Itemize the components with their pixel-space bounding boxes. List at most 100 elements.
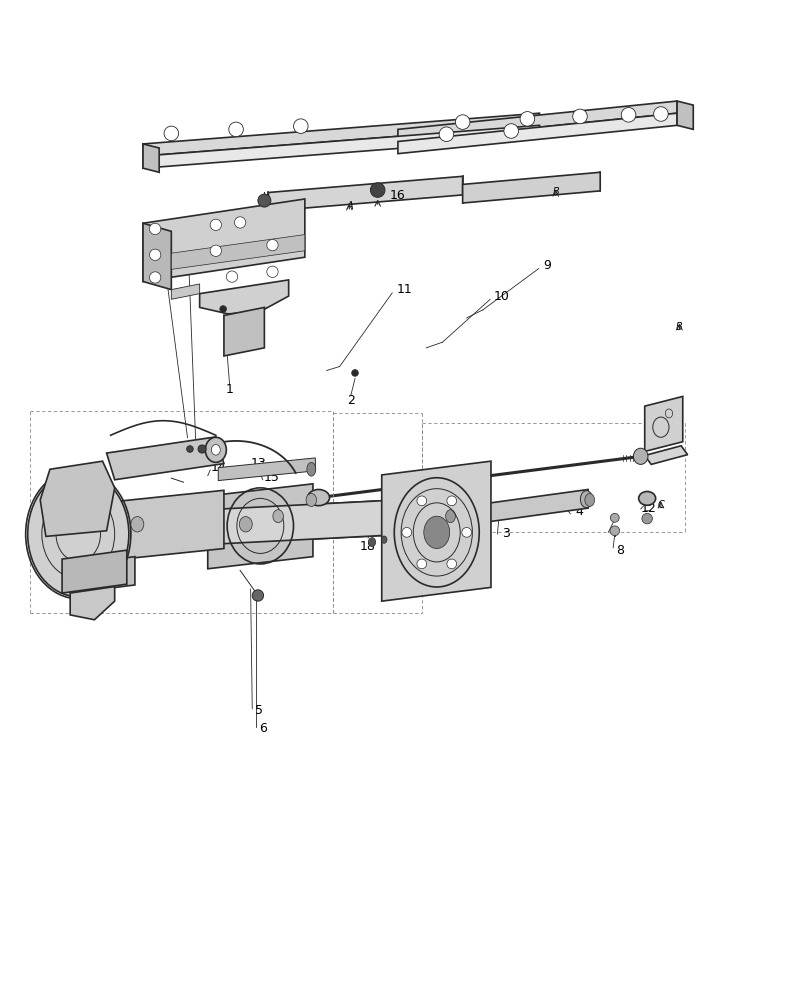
Polygon shape [171,284,200,299]
Circle shape [370,183,384,197]
Text: B: B [676,322,682,332]
Polygon shape [41,461,114,536]
Circle shape [164,126,178,141]
Ellipse shape [307,489,329,506]
Polygon shape [208,484,312,569]
Text: A: A [62,530,70,540]
Circle shape [187,446,193,452]
Polygon shape [143,223,171,290]
Ellipse shape [211,445,220,455]
Polygon shape [200,280,288,314]
Text: 10: 10 [493,290,508,303]
Text: 17: 17 [240,218,255,231]
Text: 4: 4 [574,505,582,518]
Circle shape [267,239,278,251]
Polygon shape [381,461,491,601]
Polygon shape [70,557,135,593]
Text: 14: 14 [210,461,225,474]
Text: 11: 11 [396,283,412,296]
Polygon shape [143,144,159,172]
Ellipse shape [272,510,283,523]
Text: 5: 5 [255,704,263,717]
Circle shape [229,122,243,137]
Polygon shape [62,550,127,593]
Ellipse shape [205,437,226,462]
Ellipse shape [445,510,455,523]
Polygon shape [462,172,599,203]
Circle shape [267,266,278,277]
Circle shape [210,245,221,256]
Text: 16: 16 [388,189,405,202]
Text: 18: 18 [181,259,197,272]
Ellipse shape [131,517,144,532]
Circle shape [455,115,470,129]
Polygon shape [446,489,587,528]
Ellipse shape [638,492,654,505]
Text: 13: 13 [251,457,266,470]
Text: 12: 12 [640,502,656,515]
Polygon shape [143,125,539,168]
Ellipse shape [381,536,387,543]
Circle shape [572,109,586,124]
Circle shape [401,528,411,537]
Circle shape [149,272,161,283]
Text: 19: 19 [157,251,173,264]
Circle shape [504,124,518,138]
Circle shape [198,445,206,453]
Circle shape [416,559,426,569]
Polygon shape [143,199,304,282]
Polygon shape [218,458,315,481]
Text: 18: 18 [359,540,375,553]
Ellipse shape [423,516,449,549]
Text: 1: 1 [225,383,234,396]
Polygon shape [224,307,264,356]
Ellipse shape [368,538,375,547]
Text: 2: 2 [346,394,354,407]
Circle shape [416,496,426,506]
Polygon shape [397,101,676,142]
Circle shape [220,306,226,312]
Circle shape [258,194,271,207]
Text: 9: 9 [543,259,551,272]
Ellipse shape [642,513,651,524]
Polygon shape [50,496,474,553]
Circle shape [446,496,456,506]
Text: 7: 7 [611,527,620,540]
Circle shape [446,559,456,569]
Polygon shape [143,113,539,156]
Circle shape [620,108,635,122]
Polygon shape [676,101,693,129]
Ellipse shape [28,471,129,597]
Circle shape [461,528,471,537]
Polygon shape [268,176,462,211]
Text: 15: 15 [264,471,279,484]
Ellipse shape [580,491,592,508]
Circle shape [149,249,161,260]
Circle shape [520,112,534,126]
Text: 8: 8 [616,544,624,557]
Ellipse shape [306,494,316,506]
Ellipse shape [394,478,478,587]
Text: C: C [657,500,663,510]
Ellipse shape [307,462,315,476]
Circle shape [252,590,264,601]
Polygon shape [171,235,304,269]
Text: C: C [401,579,408,589]
Ellipse shape [440,508,454,527]
Polygon shape [644,396,682,451]
Text: 19: 19 [380,527,396,540]
Polygon shape [106,437,224,480]
Polygon shape [644,446,687,464]
Ellipse shape [633,448,647,464]
Ellipse shape [584,494,594,506]
Circle shape [234,217,246,228]
Circle shape [149,223,161,235]
Text: A: A [345,201,352,211]
Circle shape [293,119,307,133]
Text: 6: 6 [259,722,266,735]
Circle shape [210,219,221,231]
Ellipse shape [239,517,252,532]
Text: 3: 3 [501,527,508,540]
Polygon shape [70,587,114,620]
Polygon shape [106,490,224,561]
